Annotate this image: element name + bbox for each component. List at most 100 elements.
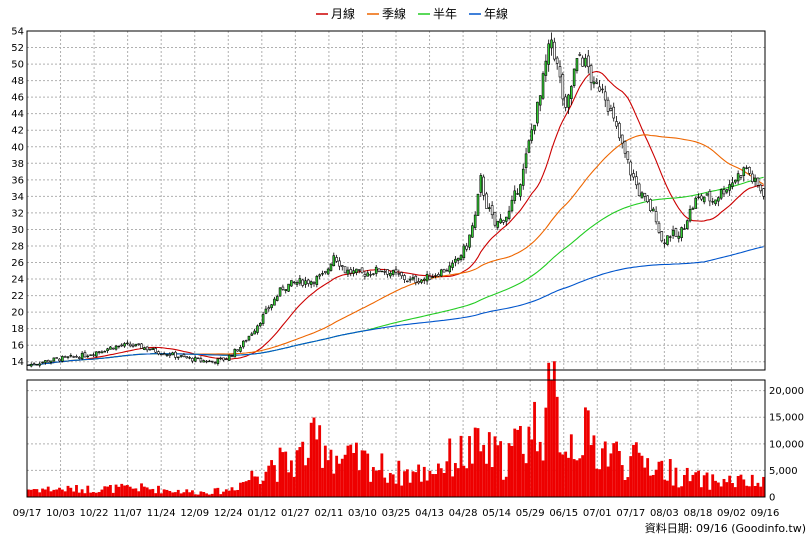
candle-body (601, 88, 604, 91)
volume-bar (476, 428, 480, 497)
price-tick-label: 18 (11, 324, 24, 335)
volume-bar (575, 460, 579, 497)
volume-bar (388, 472, 392, 497)
volume-bar (281, 452, 285, 497)
candle-body (640, 192, 644, 199)
volume-bar (530, 439, 534, 497)
volume-bar (547, 362, 551, 497)
volume-series (27, 361, 765, 497)
candle-body (476, 193, 480, 216)
candle-body (357, 269, 361, 271)
volume-bar (606, 466, 610, 497)
volume-bar (338, 463, 341, 497)
volume-bar (519, 425, 522, 497)
volume-frame (26, 379, 766, 498)
candle-body (428, 275, 432, 280)
volume-bar (414, 472, 418, 497)
volume-bar (89, 492, 93, 497)
volume-bar (550, 379, 553, 497)
volume-bar (626, 477, 630, 497)
candle-body (702, 196, 706, 203)
volume-bar (137, 491, 141, 497)
volume-bar (227, 490, 231, 497)
volume-bar (264, 471, 268, 497)
volume-bar (377, 470, 381, 497)
candle-body (185, 356, 189, 359)
candle-body (575, 58, 579, 72)
volume-bar (284, 451, 288, 497)
candle-body (72, 356, 75, 358)
candle-body (680, 227, 683, 238)
volume-bar (598, 469, 601, 497)
candle-body (488, 207, 491, 209)
volume-bar (386, 482, 389, 497)
volume-bar (437, 463, 440, 497)
volume-bar (278, 447, 282, 497)
candle-body (408, 278, 412, 281)
volume-bar (360, 450, 364, 497)
volume-bar (705, 472, 709, 497)
candle-body (86, 355, 90, 358)
date-tick-label: 09/17 (13, 508, 42, 519)
volume-bar (434, 474, 437, 497)
candle-body (490, 205, 494, 216)
candle-body (666, 235, 669, 245)
candle-body (431, 276, 435, 278)
date-tick-label: 03/10 (348, 508, 377, 519)
candle-body (434, 275, 437, 277)
volume-bar (222, 491, 225, 497)
candle-body (708, 190, 712, 202)
volume-bar (420, 481, 423, 497)
candle-body (49, 360, 53, 363)
candle-body (35, 363, 39, 366)
volume-bar (298, 447, 302, 497)
candle-body (538, 95, 542, 106)
candle-body (372, 273, 375, 275)
volume-bar (92, 492, 95, 497)
volume-bar (304, 465, 307, 497)
candle-body (496, 220, 500, 228)
candle-body (394, 268, 398, 273)
candle-body (343, 266, 347, 274)
candle-body (349, 269, 353, 274)
candle-body (561, 74, 565, 100)
volume-bar (502, 479, 505, 497)
volume-bar (683, 474, 686, 497)
volume-bar (210, 493, 214, 497)
volume-bar (632, 444, 635, 497)
volume-bar (524, 463, 528, 497)
volume-bar (171, 492, 175, 497)
volume-bar (224, 489, 228, 497)
volume-bar (685, 467, 689, 497)
volume-bar (41, 488, 44, 497)
candle-body (128, 343, 132, 347)
candle-body (536, 101, 539, 124)
volume-bar (230, 487, 234, 497)
candlestick-series (27, 32, 765, 368)
candle-body (578, 54, 582, 56)
price-tick-label: 50 (11, 60, 24, 71)
candle-body (292, 281, 296, 284)
volume-bar (756, 482, 760, 497)
candle-body (717, 197, 720, 202)
volume-bar (103, 486, 107, 497)
volume-bar (125, 485, 129, 497)
chart-legend: 月線 季線 半年 年線 (316, 6, 508, 21)
legend-label: 年線 (484, 6, 508, 21)
candle-body (544, 60, 548, 76)
volume-bar (493, 436, 497, 497)
volume-bar (287, 472, 290, 497)
volume-bar (250, 470, 254, 497)
candle-body (425, 273, 429, 282)
volume-bar (355, 442, 358, 497)
volume-bar (267, 465, 271, 497)
volume-bar (572, 459, 576, 497)
volume-bar (445, 461, 449, 497)
candle-body (609, 108, 613, 111)
volume-bar (453, 463, 457, 497)
candle-body (363, 274, 367, 277)
candle-body (338, 260, 341, 267)
price-tick-label: 44 (11, 109, 24, 120)
volume-bar (691, 474, 695, 497)
volume-bar (504, 476, 508, 497)
